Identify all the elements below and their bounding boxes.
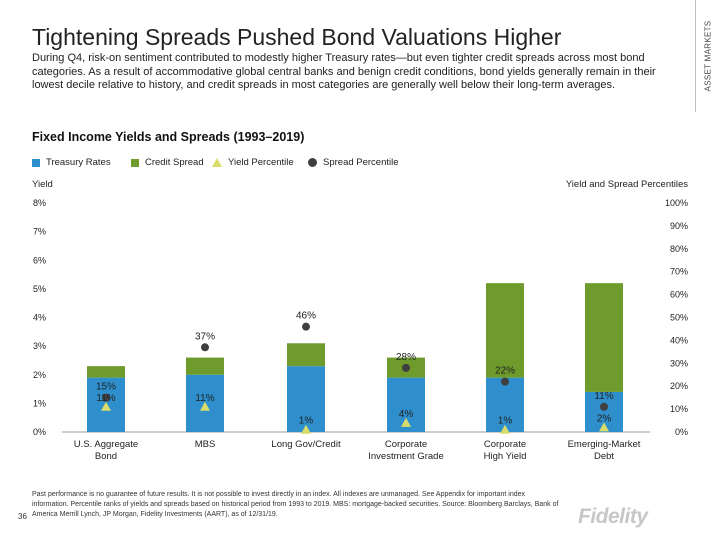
y-tick-right: 50% [670, 313, 688, 323]
y-tick-left: 2% [33, 370, 46, 380]
y-tick-left: 3% [33, 341, 46, 351]
y-tick-right: 80% [670, 244, 688, 254]
footnote: Past performance is no guarantee of futu… [32, 491, 559, 518]
spread-bar [186, 357, 224, 375]
fidelity-logo: Fidelity [578, 505, 648, 528]
y-tick-right: 70% [670, 267, 688, 277]
y-tick-left: 1% [33, 398, 46, 408]
yield-percentile-label: 1% [498, 416, 513, 427]
x-tick-label: High Yield [484, 451, 527, 462]
legend-label-spread: Credit Spread [145, 157, 204, 168]
spread-bar [287, 343, 325, 367]
yield-percentile-marker [401, 417, 411, 427]
yield-percentile-marker [101, 401, 111, 411]
yield-percentile-label: 2% [597, 413, 612, 424]
x-tick-label: Corporate [385, 439, 427, 450]
spread-percentile-label: 46% [296, 311, 316, 322]
legend-swatch-treasury [32, 158, 40, 167]
yield-percentile-marker [301, 424, 311, 434]
y-tick-right: 40% [670, 335, 688, 345]
spread-percentile-label: 15% [96, 382, 116, 393]
x-tick-label: Long Gov/Credit [271, 439, 341, 450]
spread-bar [87, 366, 125, 378]
legend-swatch-spread [131, 158, 139, 167]
spread-percentile-marker [501, 377, 509, 386]
treasury-bar [287, 366, 325, 432]
spread-bar [486, 283, 524, 378]
x-tick-label: MBS [195, 439, 216, 450]
x-tick-label: Debt [594, 451, 614, 462]
yield-percentile-label: 1% [299, 416, 314, 427]
page-subtitle: During Q4, risk-on sentiment contributed… [32, 52, 656, 91]
x-tick-label: U.S. Aggregate [74, 439, 138, 450]
y-tick-right: 100% [665, 198, 688, 208]
x-tick-label: Bond [95, 451, 117, 462]
legend-item-yield-percentile: Yield Percentile [212, 157, 294, 168]
y-axis-left-title: Yield [32, 179, 53, 190]
yield-percentile-label: 11% [195, 393, 214, 404]
page-title: Tightening Spreads Pushed Bond Valuation… [32, 24, 562, 50]
spread-percentile-label: 22% [495, 366, 515, 377]
yield-percentile-label: 11% [96, 393, 115, 404]
y-tick-left: 4% [33, 313, 46, 323]
spread-percentile-label: 28% [396, 352, 416, 363]
spread-bar [585, 283, 623, 392]
side-section-label: ASSET MARKETS [695, 0, 720, 112]
spread-percentile-marker [201, 343, 209, 352]
legend-label-treasury: Treasury Rates [46, 157, 111, 168]
legend-triangle-icon [212, 158, 222, 167]
y-tick-left: 7% [33, 227, 46, 237]
treasury-bar [486, 377, 524, 432]
yield-percentile-marker [599, 422, 609, 432]
legend-item-treasury: Treasury Rates [32, 157, 111, 168]
legend-label-spread-percentile: Spread Percentile [323, 157, 399, 168]
chart-title: Fixed Income Yields and Spreads (1993–20… [32, 130, 305, 144]
y-tick-left: 0% [33, 427, 46, 437]
y-tick-right: 0% [675, 427, 688, 437]
y-tick-left: 8% [33, 198, 46, 208]
y-tick-right: 60% [670, 290, 688, 300]
yield-percentile-marker [200, 401, 210, 411]
legend-dot-icon [308, 158, 317, 167]
yield-percentile-label: 4% [399, 409, 414, 420]
spread-percentile-marker [402, 363, 410, 372]
legend-label-yield-percentile: Yield Percentile [228, 157, 294, 168]
y-tick-right: 30% [670, 358, 688, 368]
yield-percentile-marker [500, 424, 510, 434]
y-tick-left: 5% [33, 284, 46, 294]
y-tick-right: 10% [670, 404, 688, 414]
y-tick-right: 20% [670, 381, 688, 391]
legend-item-spread-percentile: Spread Percentile [308, 157, 399, 168]
spread-percentile-marker [302, 322, 310, 331]
y-tick-left: 6% [33, 255, 46, 265]
spread-percentile-label: 37% [195, 331, 215, 342]
y-tick-right: 90% [670, 221, 688, 231]
spread-percentile-marker [600, 402, 608, 411]
spread-percentile-label: 11% [594, 391, 613, 402]
y-axis-right-title: Yield and Spread Percentiles [565, 179, 688, 190]
x-tick-label: Investment Grade [368, 451, 444, 462]
spread-percentile-marker [102, 393, 110, 402]
page-number: 36 [18, 512, 27, 521]
x-tick-label: Corporate [484, 439, 526, 450]
x-tick-label: Emerging-Market [568, 439, 641, 450]
legend-item-spread: Credit Spread [131, 157, 204, 168]
